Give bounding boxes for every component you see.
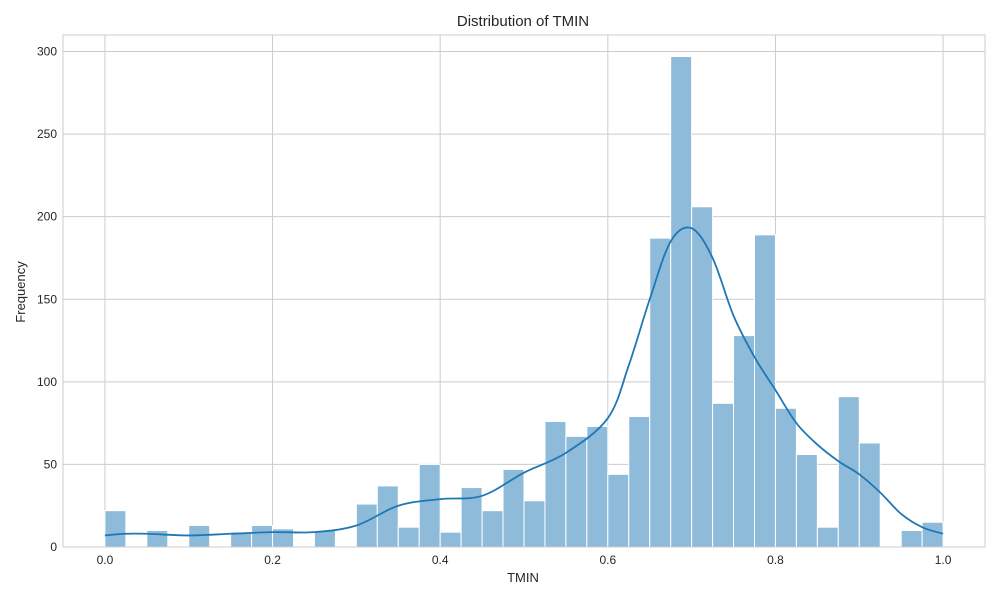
histogram-bar [628,416,651,548]
chart-title: Distribution of TMIN [457,13,589,30]
histogram-bar [754,234,776,548]
histogram-bar [921,521,944,548]
histogram-bar [649,237,672,548]
y-axis-label: Frequency [13,261,28,323]
x-tick-label: 0.6 [599,553,616,567]
kde-line [104,226,944,537]
x-tick-label: 0.0 [97,553,114,567]
y-tick-label: 150 [37,292,57,306]
x-axis-label: TMIN [507,570,539,585]
histogram-bar [586,425,609,548]
histogram-bar [397,526,420,548]
x-tick-labels: 0.0 0.2 0.4 0.6 0.8 1.0 [97,553,952,567]
histogram-bar [502,468,525,548]
y-tick-label: 200 [37,210,57,224]
histogram-bar [439,531,462,548]
histogram-bar [774,407,797,548]
histogram-bar [795,454,818,548]
y-tick-label: 300 [37,45,57,59]
histogram-bar [146,529,169,548]
histogram-bar [733,335,756,548]
histogram-bar [251,525,274,548]
histogram-bar [858,442,881,548]
y-tick-label: 250 [37,127,57,141]
histogram-bar [900,529,923,548]
histogram-bar [523,500,546,548]
histogram-bar [544,420,567,548]
y-tick-label: 50 [44,457,58,471]
histogram-bar [104,510,127,548]
y-tick-labels: 0 50 100 150 200 250 300 [37,45,57,554]
histogram-bar [355,503,378,548]
x-tick-label: 1.0 [935,553,952,567]
y-tick-label: 0 [50,540,57,554]
x-tick-label: 0.8 [767,553,784,567]
axes-frame [62,34,986,548]
histogram-bar [481,510,504,548]
y-tick-label: 100 [37,375,57,389]
kde-curve-group [104,226,944,537]
histogram-bars [104,55,944,548]
histogram-bar [418,463,441,548]
histogram-bar [607,473,630,548]
histogram-bar [712,402,735,548]
histogram-bar [691,206,714,548]
histogram-bar [313,529,336,548]
x-tick-label: 0.4 [432,553,449,567]
histogram-bar [376,485,399,548]
histogram-bar [816,526,839,548]
histogram-bar [565,435,588,548]
histogram-bar [670,55,693,548]
x-tick-label: 0.2 [264,553,281,567]
